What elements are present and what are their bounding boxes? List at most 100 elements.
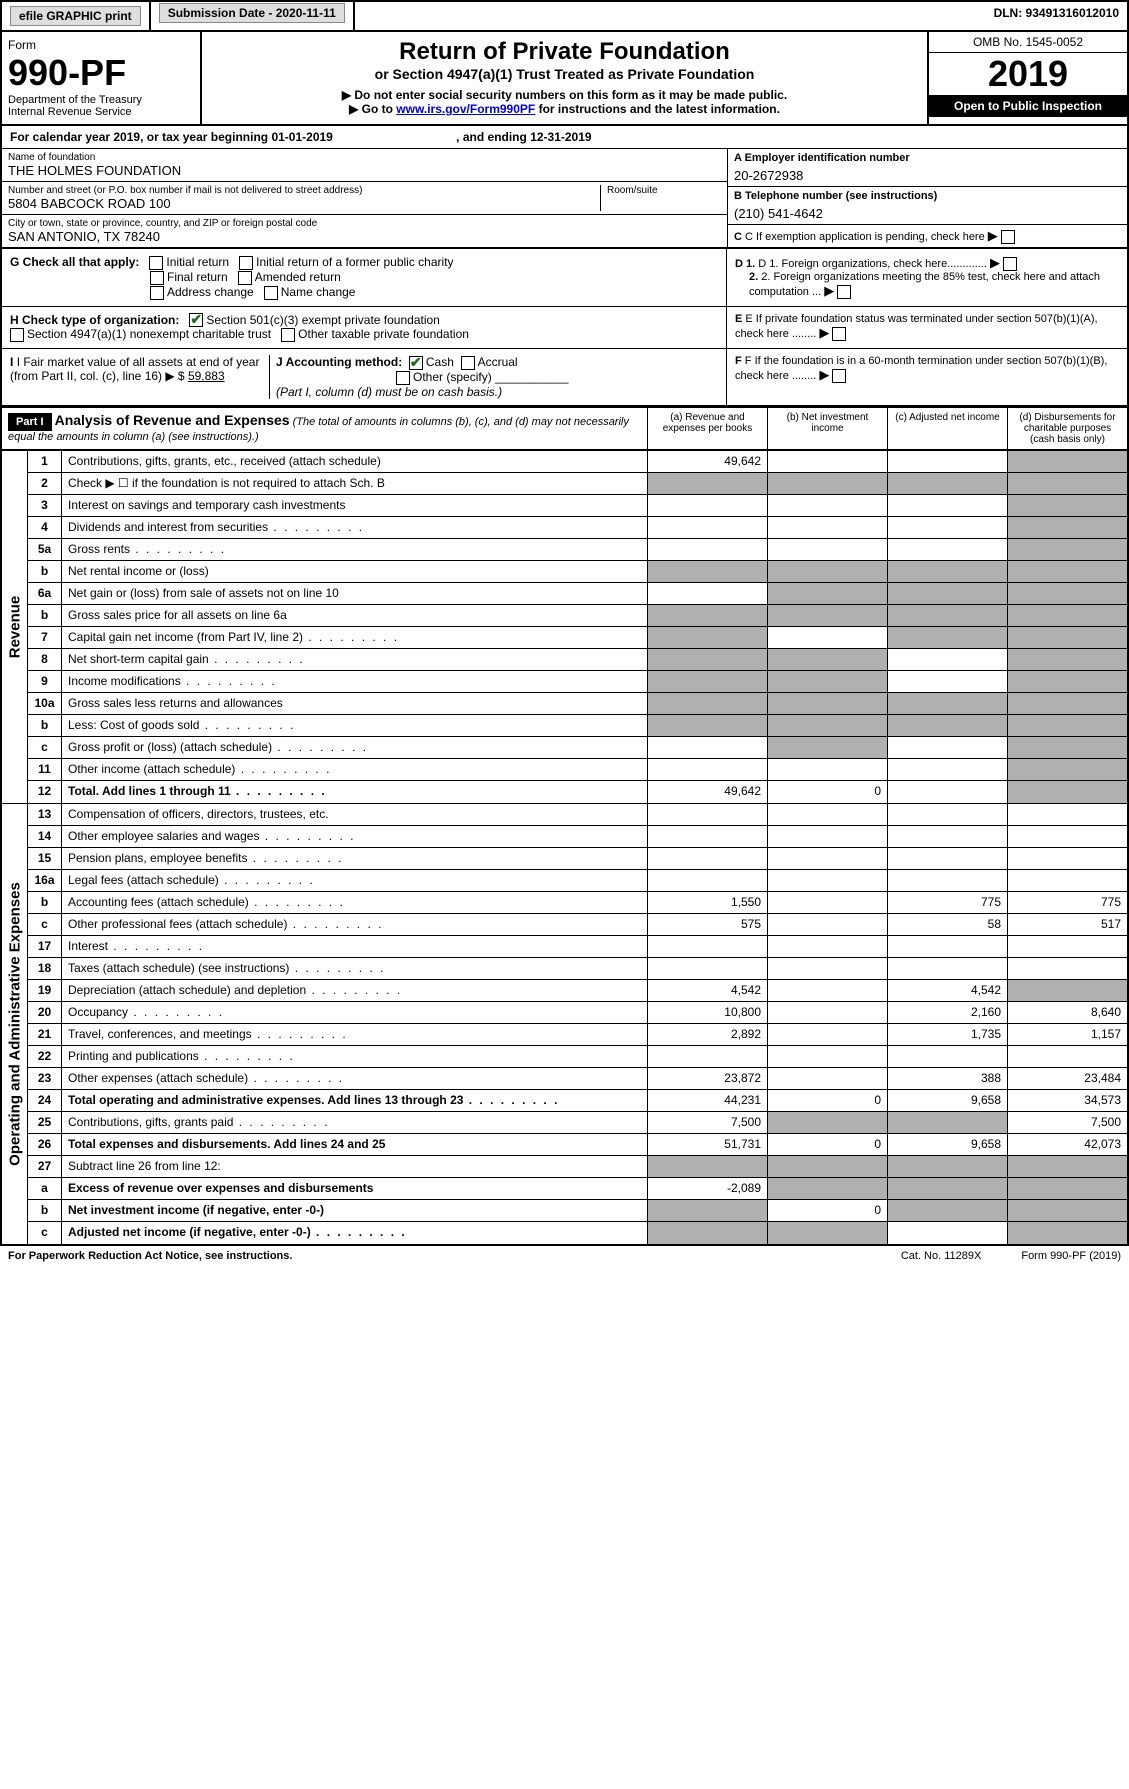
- line-20: Occupancy: [62, 1002, 647, 1023]
- line-21: Travel, conferences, and meetings: [62, 1024, 647, 1045]
- val-12a: 49,642: [647, 781, 767, 803]
- part1-header: Part I Analysis of Revenue and Expenses …: [0, 407, 1129, 451]
- entity-block: Name of foundation THE HOLMES FOUNDATION…: [0, 149, 1129, 249]
- cbx-other-acct[interactable]: [396, 371, 410, 385]
- cbx-final[interactable]: [150, 271, 164, 285]
- val-16cd: 517: [1007, 914, 1127, 935]
- cbx-4947[interactable]: [10, 328, 24, 342]
- val-25a: 7,500: [647, 1112, 767, 1133]
- header-right: OMB No. 1545-0052 2019 Open to Public In…: [927, 32, 1127, 124]
- val-24d: 34,573: [1007, 1090, 1127, 1111]
- line-5b: Net rental income or (loss): [62, 561, 647, 582]
- open-to-public: Open to Public Inspection: [929, 95, 1127, 117]
- calendar-year-line: For calendar year 2019, or tax year begi…: [0, 126, 1129, 149]
- val-12b: 0: [767, 781, 887, 803]
- address-row: Number and street (or P.O. box number if…: [2, 182, 727, 215]
- col-a-hdr: (a) Revenue and expenses per books: [647, 408, 767, 449]
- line-5a: Gross rents: [62, 539, 647, 560]
- val-16ba: 1,550: [647, 892, 767, 913]
- val-20d: 8,640: [1007, 1002, 1127, 1023]
- page-footer: For Paperwork Reduction Act Notice, see …: [0, 1246, 1129, 1266]
- cat-no: Cat. No. 11289X: [901, 1250, 982, 1262]
- val-20a: 10,800: [647, 1002, 767, 1023]
- line-16a: Legal fees (attach schedule): [62, 870, 647, 891]
- line-2: Check ▶ ☐ if the foundation is not requi…: [62, 473, 647, 494]
- cbx-cash[interactable]: [409, 356, 423, 370]
- header-mid: Return of Private Foundation or Section …: [202, 32, 927, 124]
- header-left: Form 990-PF Department of the Treasury I…: [2, 32, 202, 124]
- line-23: Other expenses (attach schedule): [62, 1068, 647, 1089]
- efile-label: efile GRAPHIC print: [10, 6, 141, 26]
- room-suite-label: Room/suite: [607, 185, 721, 196]
- cbx-e[interactable]: [832, 327, 846, 341]
- expenses-side-label: Operating and Administrative Expenses: [2, 804, 28, 1244]
- cbx-address[interactable]: [150, 286, 164, 300]
- val-24b: 0: [767, 1090, 887, 1111]
- line-4: Dividends and interest from securities: [62, 517, 647, 538]
- val-24c: 9,658: [887, 1090, 1007, 1111]
- line-10a: Gross sales less returns and allowances: [62, 693, 647, 714]
- cbx-accrual[interactable]: [461, 356, 475, 370]
- line-11: Other income (attach schedule): [62, 759, 647, 780]
- section-c: C C If exemption application is pending,…: [728, 225, 1127, 247]
- cbx-f[interactable]: [832, 369, 846, 383]
- val-1a: 49,642: [647, 451, 767, 472]
- dln: DLN: 93491316012010: [986, 2, 1127, 30]
- val-26a: 51,731: [647, 1134, 767, 1155]
- val-26b: 0: [767, 1134, 887, 1155]
- entity-left: Name of foundation THE HOLMES FOUNDATION…: [2, 149, 727, 247]
- val-20c: 2,160: [887, 1002, 1007, 1023]
- line-16c: Other professional fees (attach schedule…: [62, 914, 647, 935]
- line-19: Depreciation (attach schedule) and deple…: [62, 980, 647, 1001]
- form-url-link[interactable]: www.irs.gov/Form990PF: [396, 102, 535, 116]
- cbx-other-taxable[interactable]: [281, 328, 295, 342]
- col-b-hdr: (b) Net investment income: [767, 408, 887, 449]
- val-19c: 4,542: [887, 980, 1007, 1001]
- form-ref: Form 990-PF (2019): [1021, 1250, 1121, 1262]
- line-3: Interest on savings and temporary cash i…: [62, 495, 647, 516]
- val-21c: 1,735: [887, 1024, 1007, 1045]
- line-27b: Net investment income (if negative, ente…: [62, 1200, 647, 1221]
- cbx-name[interactable]: [264, 286, 278, 300]
- cbx-501c3[interactable]: [189, 313, 203, 327]
- ein: 20-2672938: [734, 168, 1121, 183]
- part1-table: Revenue 1Contributions, gifts, grants, e…: [0, 451, 1129, 1246]
- form-header: Form 990-PF Department of the Treasury I…: [0, 32, 1129, 126]
- val-27bb: 0: [767, 1200, 887, 1221]
- line-27: Subtract line 26 from line 12:: [62, 1156, 647, 1177]
- col-c-hdr: (c) Adjusted net income: [887, 408, 1007, 449]
- val-16ca: 575: [647, 914, 767, 935]
- line-17: Interest: [62, 936, 647, 957]
- line-26: Total expenses and disbursements. Add li…: [62, 1134, 647, 1155]
- paperwork-notice: For Paperwork Reduction Act Notice, see …: [8, 1250, 292, 1262]
- line-12: Total. Add lines 1 through 11: [62, 781, 647, 803]
- cbx-initial[interactable]: [149, 256, 163, 270]
- form-subtitle: or Section 4947(a)(1) Trust Treated as P…: [208, 66, 921, 82]
- checkbox-c[interactable]: [1001, 230, 1015, 244]
- omb-no: OMB No. 1545-0052: [929, 32, 1127, 53]
- line-6a: Net gain or (loss) from sale of assets n…: [62, 583, 647, 604]
- val-19a: 4,542: [647, 980, 767, 1001]
- val-21d: 1,157: [1007, 1024, 1127, 1045]
- street-address: 5804 BABCOCK ROAD 100: [8, 196, 594, 211]
- revenue-side-label: Revenue: [2, 451, 28, 803]
- top-bar: efile GRAPHIC print Submission Date - 20…: [0, 0, 1129, 32]
- cbx-amended[interactable]: [238, 271, 252, 285]
- note-goto: ▶ Go to www.irs.gov/Form990PF for instru…: [208, 102, 921, 116]
- line-8: Net short-term capital gain: [62, 649, 647, 670]
- val-27aa: -2,089: [647, 1178, 767, 1199]
- efile-btn[interactable]: efile GRAPHIC print: [2, 2, 151, 30]
- val-25d: 7,500: [1007, 1112, 1127, 1133]
- line-27c: Adjusted net income (if negative, enter …: [62, 1222, 647, 1244]
- cbx-d1[interactable]: [1003, 257, 1017, 271]
- cbx-initial-former[interactable]: [239, 256, 253, 270]
- line-16b: Accounting fees (attach schedule): [62, 892, 647, 913]
- line-1: Contributions, gifts, grants, etc., rece…: [62, 451, 647, 472]
- val-23d: 23,484: [1007, 1068, 1127, 1089]
- foundation-name: THE HOLMES FOUNDATION: [8, 163, 721, 178]
- val-26d: 42,073: [1007, 1134, 1127, 1155]
- line-10b: Less: Cost of goods sold: [62, 715, 647, 736]
- line-18: Taxes (attach schedule) (see instruction…: [62, 958, 647, 979]
- cbx-d2[interactable]: [837, 285, 851, 299]
- fmv-value: 59,883: [188, 369, 225, 383]
